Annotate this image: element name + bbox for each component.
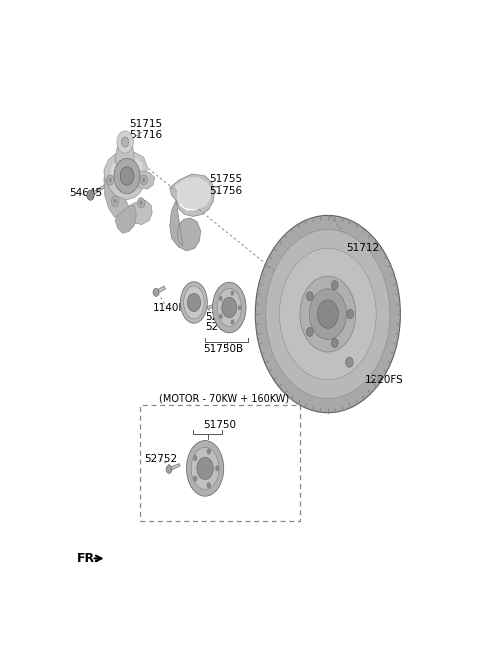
Circle shape: [346, 357, 353, 367]
Circle shape: [197, 457, 213, 480]
Text: 1220FS: 1220FS: [365, 375, 404, 385]
Circle shape: [279, 248, 376, 380]
Polygon shape: [115, 205, 136, 233]
Circle shape: [207, 482, 211, 488]
Polygon shape: [170, 200, 201, 251]
Text: 52752: 52752: [144, 454, 177, 464]
Circle shape: [266, 229, 390, 399]
Circle shape: [306, 292, 313, 301]
Polygon shape: [175, 177, 212, 210]
Text: 51750B: 51750B: [204, 344, 244, 355]
Ellipse shape: [217, 288, 241, 327]
Circle shape: [193, 455, 197, 461]
Text: 54645: 54645: [69, 188, 102, 198]
Polygon shape: [170, 174, 215, 216]
Circle shape: [87, 190, 94, 200]
Text: 1140FZ: 1140FZ: [153, 303, 192, 313]
Circle shape: [140, 175, 147, 185]
Circle shape: [139, 200, 143, 205]
Text: 51755
51756: 51755 51756: [209, 174, 242, 196]
Circle shape: [230, 319, 234, 325]
Circle shape: [219, 314, 223, 319]
Circle shape: [120, 167, 133, 185]
Bar: [140, 405, 300, 522]
Circle shape: [207, 449, 211, 455]
Circle shape: [153, 288, 159, 296]
Text: (MOTOR - 70KW + 160KW): (MOTOR - 70KW + 160KW): [158, 394, 288, 403]
Circle shape: [317, 300, 338, 328]
Polygon shape: [134, 170, 155, 189]
Circle shape: [113, 199, 117, 204]
Circle shape: [111, 196, 119, 206]
Circle shape: [114, 158, 140, 194]
Circle shape: [219, 296, 223, 301]
Polygon shape: [177, 185, 205, 210]
Ellipse shape: [184, 286, 204, 319]
Text: FR.: FR.: [77, 552, 100, 565]
Circle shape: [306, 327, 313, 336]
Polygon shape: [109, 157, 144, 190]
Circle shape: [222, 298, 237, 317]
Circle shape: [347, 309, 353, 319]
Ellipse shape: [213, 283, 246, 333]
Text: 51712: 51712: [347, 243, 380, 254]
Polygon shape: [104, 177, 129, 221]
Circle shape: [331, 338, 338, 348]
Text: 52752: 52752: [205, 322, 238, 332]
Circle shape: [142, 178, 145, 182]
Text: 51750: 51750: [204, 420, 237, 430]
Circle shape: [117, 131, 133, 153]
Circle shape: [187, 293, 201, 311]
Circle shape: [238, 305, 241, 310]
Circle shape: [107, 175, 114, 185]
Circle shape: [375, 376, 378, 380]
Circle shape: [108, 178, 112, 182]
Circle shape: [193, 476, 197, 482]
Circle shape: [255, 215, 400, 413]
Text: 52751F: 52751F: [205, 311, 244, 322]
Circle shape: [230, 290, 234, 296]
Ellipse shape: [180, 282, 207, 323]
Text: 51715
51716: 51715 51716: [129, 119, 162, 140]
Polygon shape: [115, 142, 134, 172]
Ellipse shape: [191, 447, 219, 489]
Polygon shape: [129, 200, 152, 225]
Polygon shape: [104, 152, 147, 200]
Circle shape: [121, 137, 129, 147]
Circle shape: [166, 465, 172, 474]
Circle shape: [215, 465, 219, 472]
Ellipse shape: [186, 441, 224, 496]
Circle shape: [300, 276, 356, 352]
Circle shape: [137, 198, 145, 208]
Circle shape: [309, 289, 347, 340]
Circle shape: [331, 281, 338, 290]
